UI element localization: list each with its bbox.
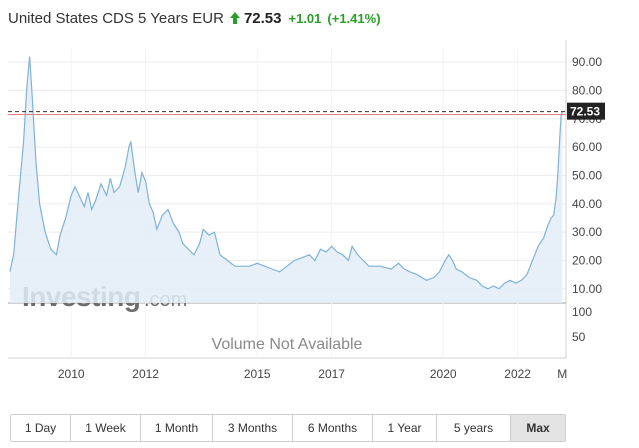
range-button-3-months[interactable]: 3 Months — [213, 415, 293, 441]
x-tick-label: 2015 — [244, 367, 271, 381]
price-y-axis: 90.0080.0070.0060.0050.0040.0030.0020.00… — [572, 55, 602, 296]
y-tick-label: 60.00 — [572, 140, 602, 154]
price-change-percent: (+1.41%) — [327, 10, 381, 26]
x-tick-label: M — [557, 367, 567, 381]
y-tick-label: 50.00 — [572, 169, 602, 183]
x-tick-label: 2022 — [504, 367, 531, 381]
y-tick-label: 30.00 — [572, 225, 602, 239]
volume-panel: Volume Not Available 100 50 — [212, 305, 593, 353]
price-change: +1.01 — [288, 10, 322, 26]
time-x-axis: 2010 2012 2015 2017 2020 2022 M — [58, 367, 567, 381]
price-area-fill — [9, 56, 563, 303]
volume-tick-label: 100 — [572, 305, 592, 319]
price-chart[interactable]: Investing .com 90.0080.0070.0060.0050.00… — [0, 40, 639, 390]
y-tick-label: 80.00 — [572, 84, 602, 98]
volume-tick-label: 50 — [572, 330, 586, 344]
x-tick-label: 2017 — [318, 367, 345, 381]
x-tick-label: 2010 — [58, 367, 85, 381]
range-button-1-year[interactable]: 1 Year — [373, 415, 437, 441]
up-arrow-icon — [229, 12, 240, 24]
x-tick-label: 2012 — [132, 367, 159, 381]
x-tick-label: 2020 — [430, 367, 457, 381]
volume-not-available-label: Volume Not Available — [212, 336, 363, 353]
time-range-selector: 1 Day 1 Week 1 Month 3 Months 6 Months 1… — [10, 414, 566, 442]
range-button-6-months[interactable]: 6 Months — [293, 415, 373, 441]
y-tick-label: 10.00 — [572, 282, 602, 296]
y-tick-label: 90.00 — [572, 55, 602, 69]
range-button-1-month[interactable]: 1 Month — [141, 415, 213, 441]
current-price-label: 72.53 — [567, 102, 605, 120]
instrument-title: United States CDS 5 Years EUR — [8, 9, 224, 27]
range-button-1-week[interactable]: 1 Week — [71, 415, 141, 441]
y-tick-label: 40.00 — [572, 197, 602, 211]
price-series-line[interactable] — [9, 56, 563, 290]
range-button-5-years[interactable]: 5 years — [437, 415, 511, 441]
last-price: 72.53 — [243, 9, 282, 27]
y-tick-label: 20.00 — [572, 254, 602, 268]
range-button-max[interactable]: Max — [511, 415, 565, 441]
range-button-1-day[interactable]: 1 Day — [11, 415, 71, 441]
current-price-label-text: 72.53 — [570, 105, 600, 119]
quote-header: United States CDS 5 Years EUR 72.53 +1.0… — [8, 7, 387, 29]
